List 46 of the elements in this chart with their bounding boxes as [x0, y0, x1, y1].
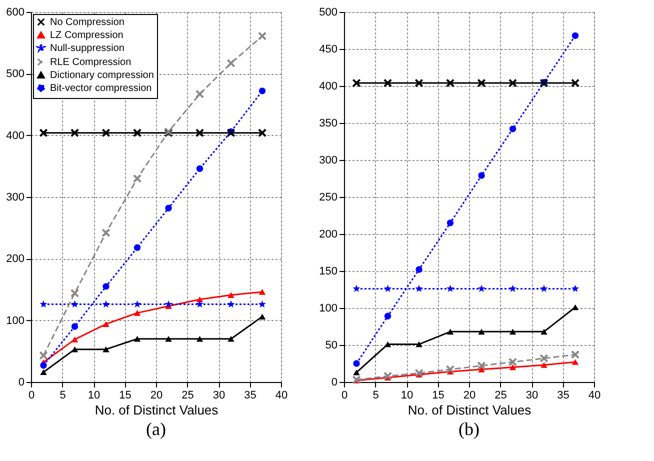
y-tick-label: 400 [319, 80, 338, 92]
x-tick-label: 0 [28, 390, 35, 402]
legend-label: LZ Compression [50, 30, 124, 41]
legend-label: RLE Compression [50, 57, 132, 68]
x-tick-label: 20 [150, 390, 163, 402]
x-tick-label: 15 [432, 390, 444, 402]
x-tick-label: 10 [88, 390, 100, 402]
x-tick-label: 25 [182, 390, 194, 402]
y-tick-label: 300 [319, 154, 338, 166]
y-tick-label: 150 [319, 266, 338, 278]
y-tick-label: 350 [319, 118, 338, 130]
legend-label: No Compression [50, 17, 124, 28]
y-tick-label: 500 [6, 68, 24, 80]
y-tick-label: 0 [18, 376, 24, 388]
x-tick-label: 35 [244, 390, 256, 402]
legend-label: Dictionary compression [50, 70, 154, 81]
x-tick-label: 40 [588, 390, 601, 402]
x-tick-label: 5 [372, 390, 379, 402]
y-tick-label: 250 [319, 192, 338, 204]
y-tick-label: 600 [6, 6, 24, 18]
text: (a) [146, 419, 166, 439]
legend-label: Bit-vector compression [50, 83, 152, 94]
y-tick-label: 0 [331, 376, 338, 388]
x-tick-label: 25 [494, 390, 507, 402]
x-tick-label: 35 [557, 390, 570, 402]
legend-label: Null-suppression [50, 43, 124, 54]
x-tick-label: 10 [400, 390, 414, 402]
y-tick-label: 50 [325, 340, 338, 352]
x-tick-label: 30 [212, 390, 226, 402]
x-tick-label: 5 [60, 390, 66, 402]
y-tick-label: 300 [6, 192, 24, 204]
y-tick-label: 100 [6, 314, 24, 327]
x-tick-label: 0 [341, 390, 348, 402]
y-tick-label: 200 [6, 253, 24, 266]
x-tick-label: 20 [463, 390, 476, 402]
x-axis-title: No. of Distinct Values [408, 402, 532, 418]
y-tick-label: 400 [6, 130, 24, 142]
x-tick-label: 15 [119, 390, 132, 402]
x-tick-label: 40 [275, 390, 288, 402]
y-tick-label: 100 [319, 302, 338, 314]
text: (b) [458, 419, 480, 439]
x-tick-label: 30 [526, 390, 538, 402]
y-tick-label: 200 [319, 228, 338, 240]
x-axis-title: No. of Distinct Values [94, 402, 219, 418]
y-tick-label: 500 [319, 6, 338, 18]
y-tick-label: 450 [319, 44, 338, 56]
